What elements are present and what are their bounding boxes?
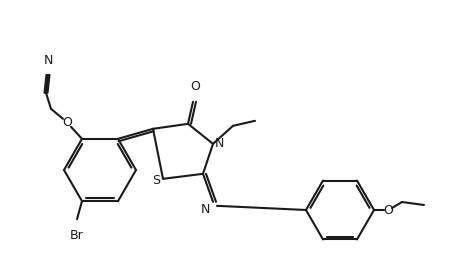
Text: Br: Br	[70, 229, 84, 242]
Text: S: S	[152, 174, 160, 187]
Text: O: O	[383, 203, 393, 217]
Text: N: N	[43, 54, 53, 67]
Text: N: N	[201, 203, 210, 216]
Text: O: O	[62, 116, 72, 129]
Text: N: N	[215, 137, 225, 150]
Text: O: O	[190, 80, 200, 93]
